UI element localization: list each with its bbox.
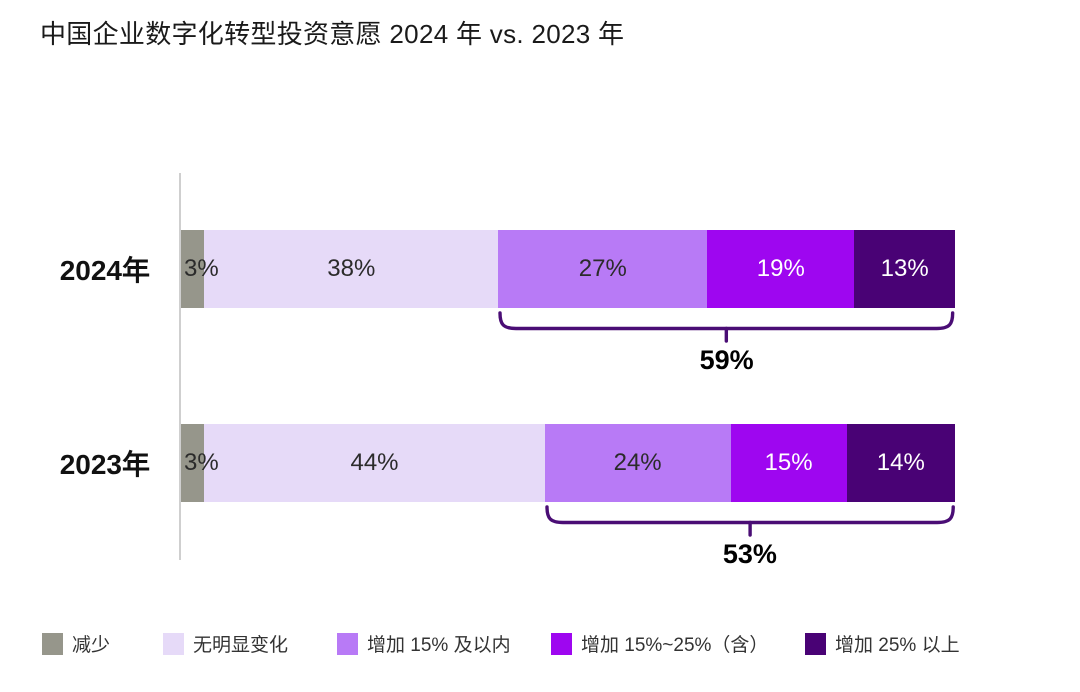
bar-segment: 13% <box>854 230 955 308</box>
bar-segment: 38% <box>204 230 499 308</box>
bar-segment: 44% <box>204 424 545 502</box>
bar-segment: 14% <box>846 424 955 502</box>
legend-item: 减少 <box>42 630 110 657</box>
bracket-sum-label: 59% <box>699 345 754 375</box>
stacked-bar: 3% 44% 24% 15% 14% <box>181 424 955 502</box>
bar-segment: 3% <box>181 230 219 308</box>
bar-segment: 27% <box>498 230 708 308</box>
bar-row: 2024年 3% 38% 27% 19% 13% <box>0 230 1080 308</box>
legend-label: 增加 15% 及以内 <box>367 635 511 656</box>
segment-value-label: 38% <box>327 255 376 282</box>
legend-label: 无明显变化 <box>193 635 289 656</box>
segment-value-label: 13% <box>880 255 929 282</box>
bar-row: 2023年 3% 44% 24% 15% 14% <box>0 424 1080 502</box>
legend-swatch <box>337 632 358 655</box>
y-axis-line <box>179 173 181 560</box>
legend-item: 增加 15%~25%（含） <box>551 630 768 657</box>
segment-value-label: 19% <box>756 255 805 282</box>
legend-swatch <box>42 632 63 655</box>
category-label: 2024年 <box>59 255 150 286</box>
legend-swatch <box>551 632 572 655</box>
segment-value-label: 3% <box>184 449 219 476</box>
chart-title: 中国企业数字化转型投资意愿 2024 年 vs. 2023 年 <box>40 19 625 49</box>
sum-bracket <box>498 311 955 345</box>
legend-label: 增加 25% 以上 <box>835 635 960 656</box>
sum-bracket <box>545 505 955 539</box>
legend-swatch <box>163 632 184 655</box>
segment-value-label: 15% <box>764 449 813 476</box>
segment-value-label: 27% <box>578 255 627 282</box>
legend-label: 减少 <box>72 635 111 656</box>
segment-value-label: 14% <box>876 449 925 476</box>
legend-item: 增加 15% 及以内 <box>337 630 511 657</box>
segment-value-label: 24% <box>613 449 662 476</box>
category-label: 2023年 <box>59 449 150 480</box>
bar-segment: 3% <box>181 424 219 502</box>
bar-segment: 24% <box>544 424 731 502</box>
stacked-bar: 3% 38% 27% 19% 13% <box>181 230 955 308</box>
legend-item: 无明显变化 <box>163 630 288 657</box>
bar-segment: 19% <box>707 230 855 308</box>
legend-swatch <box>805 632 826 655</box>
legend-label: 增加 15%~25%（含） <box>581 635 769 656</box>
bar-segment: 15% <box>730 424 847 502</box>
segment-value-label: 3% <box>184 255 219 282</box>
bracket-sum-label: 53% <box>722 539 777 569</box>
segment-value-label: 44% <box>350 449 399 476</box>
legend-item: 增加 25% 以上 <box>805 630 960 657</box>
